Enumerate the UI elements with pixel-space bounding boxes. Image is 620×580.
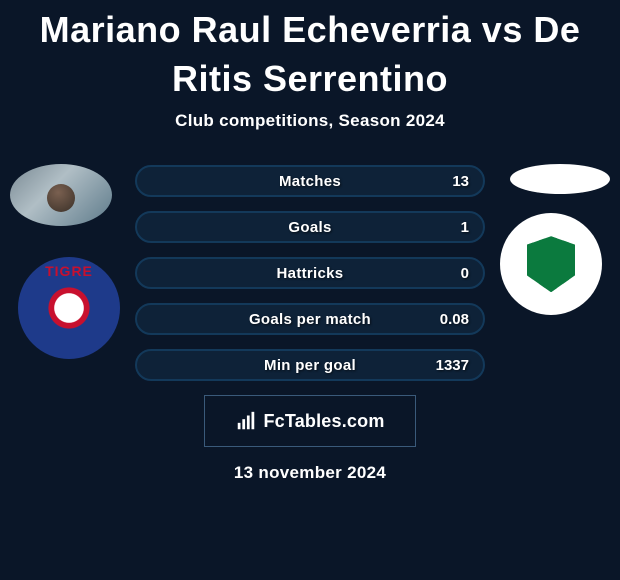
stat-label: Hattricks [277, 265, 344, 282]
stat-row-hattricks: Hattricks 0 [135, 257, 485, 289]
player1-club-badge [18, 257, 120, 359]
brand-box: FcTables.com [204, 395, 416, 447]
stats-list: Matches 13 Goals 1 Hattricks 0 Goals per… [135, 159, 485, 381]
stat-label: Goals [288, 219, 331, 236]
stat-value: 1 [461, 219, 469, 236]
stat-row-gpm: Goals per match 0.08 [135, 303, 485, 335]
page-title: Mariano Raul Echeverria vs De Ritis Serr… [0, 0, 620, 107]
subtitle: Club competitions, Season 2024 [0, 111, 620, 131]
stat-value: 0 [461, 265, 469, 282]
stat-label: Matches [279, 173, 341, 190]
player1-avatar [10, 164, 112, 226]
stat-row-goals: Goals 1 [135, 211, 485, 243]
stat-value: 13 [452, 173, 469, 190]
comparison-area: Matches 13 Goals 1 Hattricks 0 Goals per… [0, 159, 620, 483]
date-text: 13 november 2024 [0, 463, 620, 483]
brand-text: FcTables.com [263, 411, 384, 432]
stat-label: Min per goal [264, 357, 356, 374]
stat-value: 0.08 [440, 311, 469, 328]
stat-label: Goals per match [249, 311, 371, 328]
player2-club-badge [500, 213, 602, 315]
player2-avatar [510, 164, 610, 194]
bar-chart-icon [235, 410, 257, 432]
stat-row-mpg: Min per goal 1337 [135, 349, 485, 381]
stat-row-matches: Matches 13 [135, 165, 485, 197]
stat-value: 1337 [436, 357, 469, 374]
